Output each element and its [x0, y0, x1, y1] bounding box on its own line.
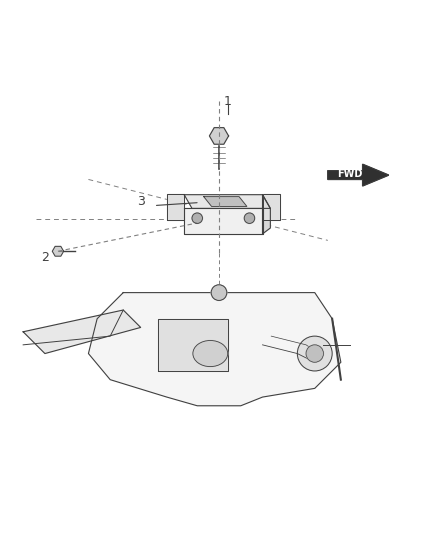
Circle shape	[297, 336, 332, 371]
Polygon shape	[184, 195, 270, 208]
Circle shape	[211, 285, 227, 301]
Polygon shape	[328, 164, 389, 186]
Circle shape	[306, 345, 323, 362]
Polygon shape	[167, 194, 184, 220]
Polygon shape	[262, 195, 270, 234]
Polygon shape	[158, 319, 228, 371]
Polygon shape	[184, 208, 262, 234]
Text: 2: 2	[41, 251, 49, 264]
Text: 1: 1	[224, 95, 232, 108]
Polygon shape	[204, 197, 247, 206]
Text: FWD: FWD	[337, 169, 362, 179]
Circle shape	[244, 213, 254, 223]
Polygon shape	[88, 293, 341, 406]
Ellipse shape	[193, 341, 228, 367]
Circle shape	[192, 213, 202, 223]
Polygon shape	[23, 310, 141, 353]
Text: 3: 3	[137, 195, 145, 208]
Polygon shape	[262, 194, 280, 220]
Polygon shape	[52, 246, 64, 256]
Polygon shape	[209, 127, 229, 144]
